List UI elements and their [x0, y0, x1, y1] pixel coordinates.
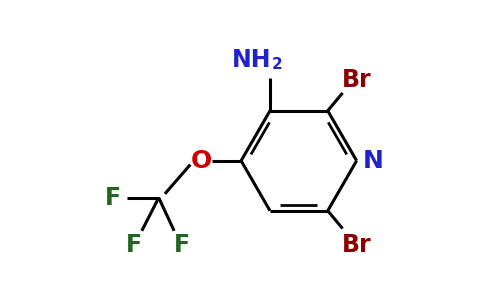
- Text: Br: Br: [341, 68, 371, 92]
- Text: F: F: [126, 233, 142, 257]
- Text: Br: Br: [341, 232, 371, 256]
- Text: F: F: [174, 233, 190, 257]
- Text: 2: 2: [272, 57, 282, 72]
- Text: F: F: [105, 186, 121, 210]
- Text: NH: NH: [232, 48, 272, 72]
- Text: N: N: [363, 149, 384, 173]
- Text: O: O: [191, 149, 212, 173]
